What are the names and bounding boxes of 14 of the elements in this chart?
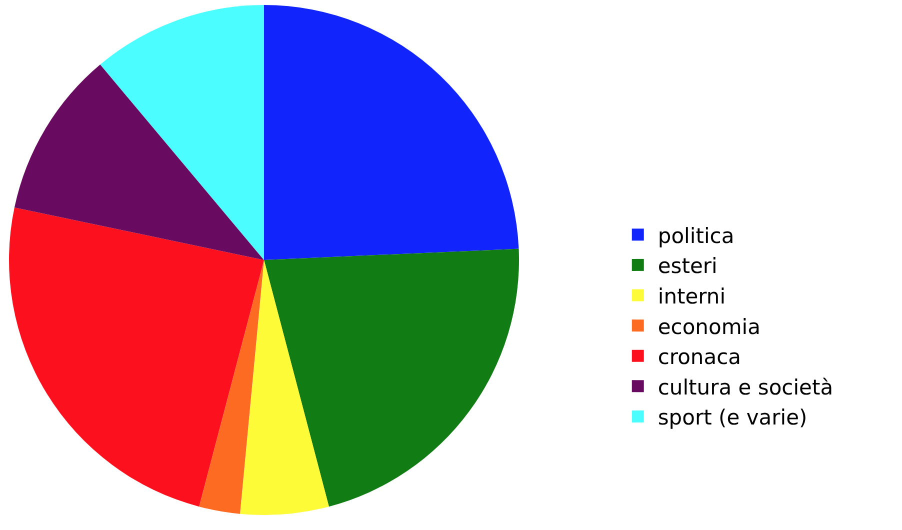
- pie-slice: [199, 260, 264, 514]
- legend-label: economia: [658, 314, 761, 339]
- legend-label: interni: [658, 284, 726, 308]
- legend-label: cronaca: [658, 345, 742, 370]
- pie-slice: [240, 260, 329, 515]
- legend-label: sport (e varie): [658, 406, 808, 430]
- pie-slice: [264, 5, 519, 260]
- pie-slice: [14, 64, 264, 260]
- legend-label: esteri: [658, 254, 718, 278]
- pie-slice: [9, 208, 264, 507]
- pie-slice: [100, 5, 264, 260]
- pie-slice: [264, 248, 519, 507]
- legend-label: politica: [658, 224, 734, 248]
- legend-label: cultura e società: [658, 375, 834, 400]
